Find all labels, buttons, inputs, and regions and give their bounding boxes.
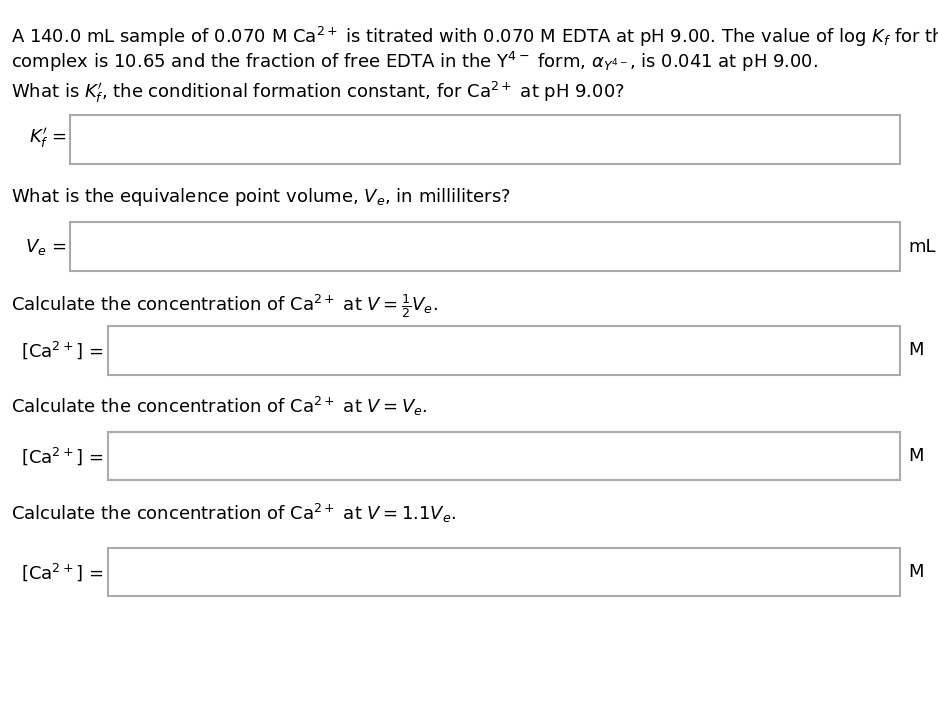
Text: Calculate the concentration of Ca$^{2+}$ at $V = 1.1V_e$.: Calculate the concentration of Ca$^{2+}$…	[11, 502, 457, 525]
FancyBboxPatch shape	[70, 222, 900, 271]
Text: Calculate the concentration of Ca$^{2+}$ at $V = V_e$.: Calculate the concentration of Ca$^{2+}$…	[11, 395, 428, 418]
Text: A 140.0 mL sample of 0.070 M Ca$^{2+}$ is titrated with 0.070 M EDTA at pH 9.00.: A 140.0 mL sample of 0.070 M Ca$^{2+}$ i…	[11, 25, 938, 49]
Text: What is the equivalence point volume, $V_e$, in milliliters?: What is the equivalence point volume, $V…	[11, 186, 511, 208]
Text: [Ca$^{2+}$] =: [Ca$^{2+}$] =	[22, 445, 104, 467]
FancyBboxPatch shape	[108, 326, 900, 375]
Text: $K_f'$ =: $K_f'$ =	[29, 127, 67, 152]
Text: M: M	[908, 341, 924, 360]
FancyBboxPatch shape	[108, 432, 900, 480]
Text: M: M	[908, 447, 924, 465]
Text: What is $K_f'$, the conditional formation constant, for Ca$^{2+}$ at pH 9.00?: What is $K_f'$, the conditional formatio…	[11, 80, 625, 105]
Text: mL: mL	[908, 237, 935, 256]
FancyBboxPatch shape	[70, 115, 900, 164]
Text: [Ca$^{2+}$] =: [Ca$^{2+}$] =	[22, 340, 104, 361]
Text: M: M	[908, 563, 924, 581]
Text: Calculate the concentration of Ca$^{2+}$ at $V = \frac{1}{2}V_e$.: Calculate the concentration of Ca$^{2+}$…	[11, 292, 438, 320]
Text: [Ca$^{2+}$] =: [Ca$^{2+}$] =	[22, 561, 104, 583]
Text: $V_e$ =: $V_e$ =	[25, 237, 67, 257]
Text: complex is 10.65 and the fraction of free EDTA in the Y$^{4-}$ form, $\alpha_{Y^: complex is 10.65 and the fraction of fre…	[11, 50, 819, 74]
FancyBboxPatch shape	[108, 548, 900, 596]
